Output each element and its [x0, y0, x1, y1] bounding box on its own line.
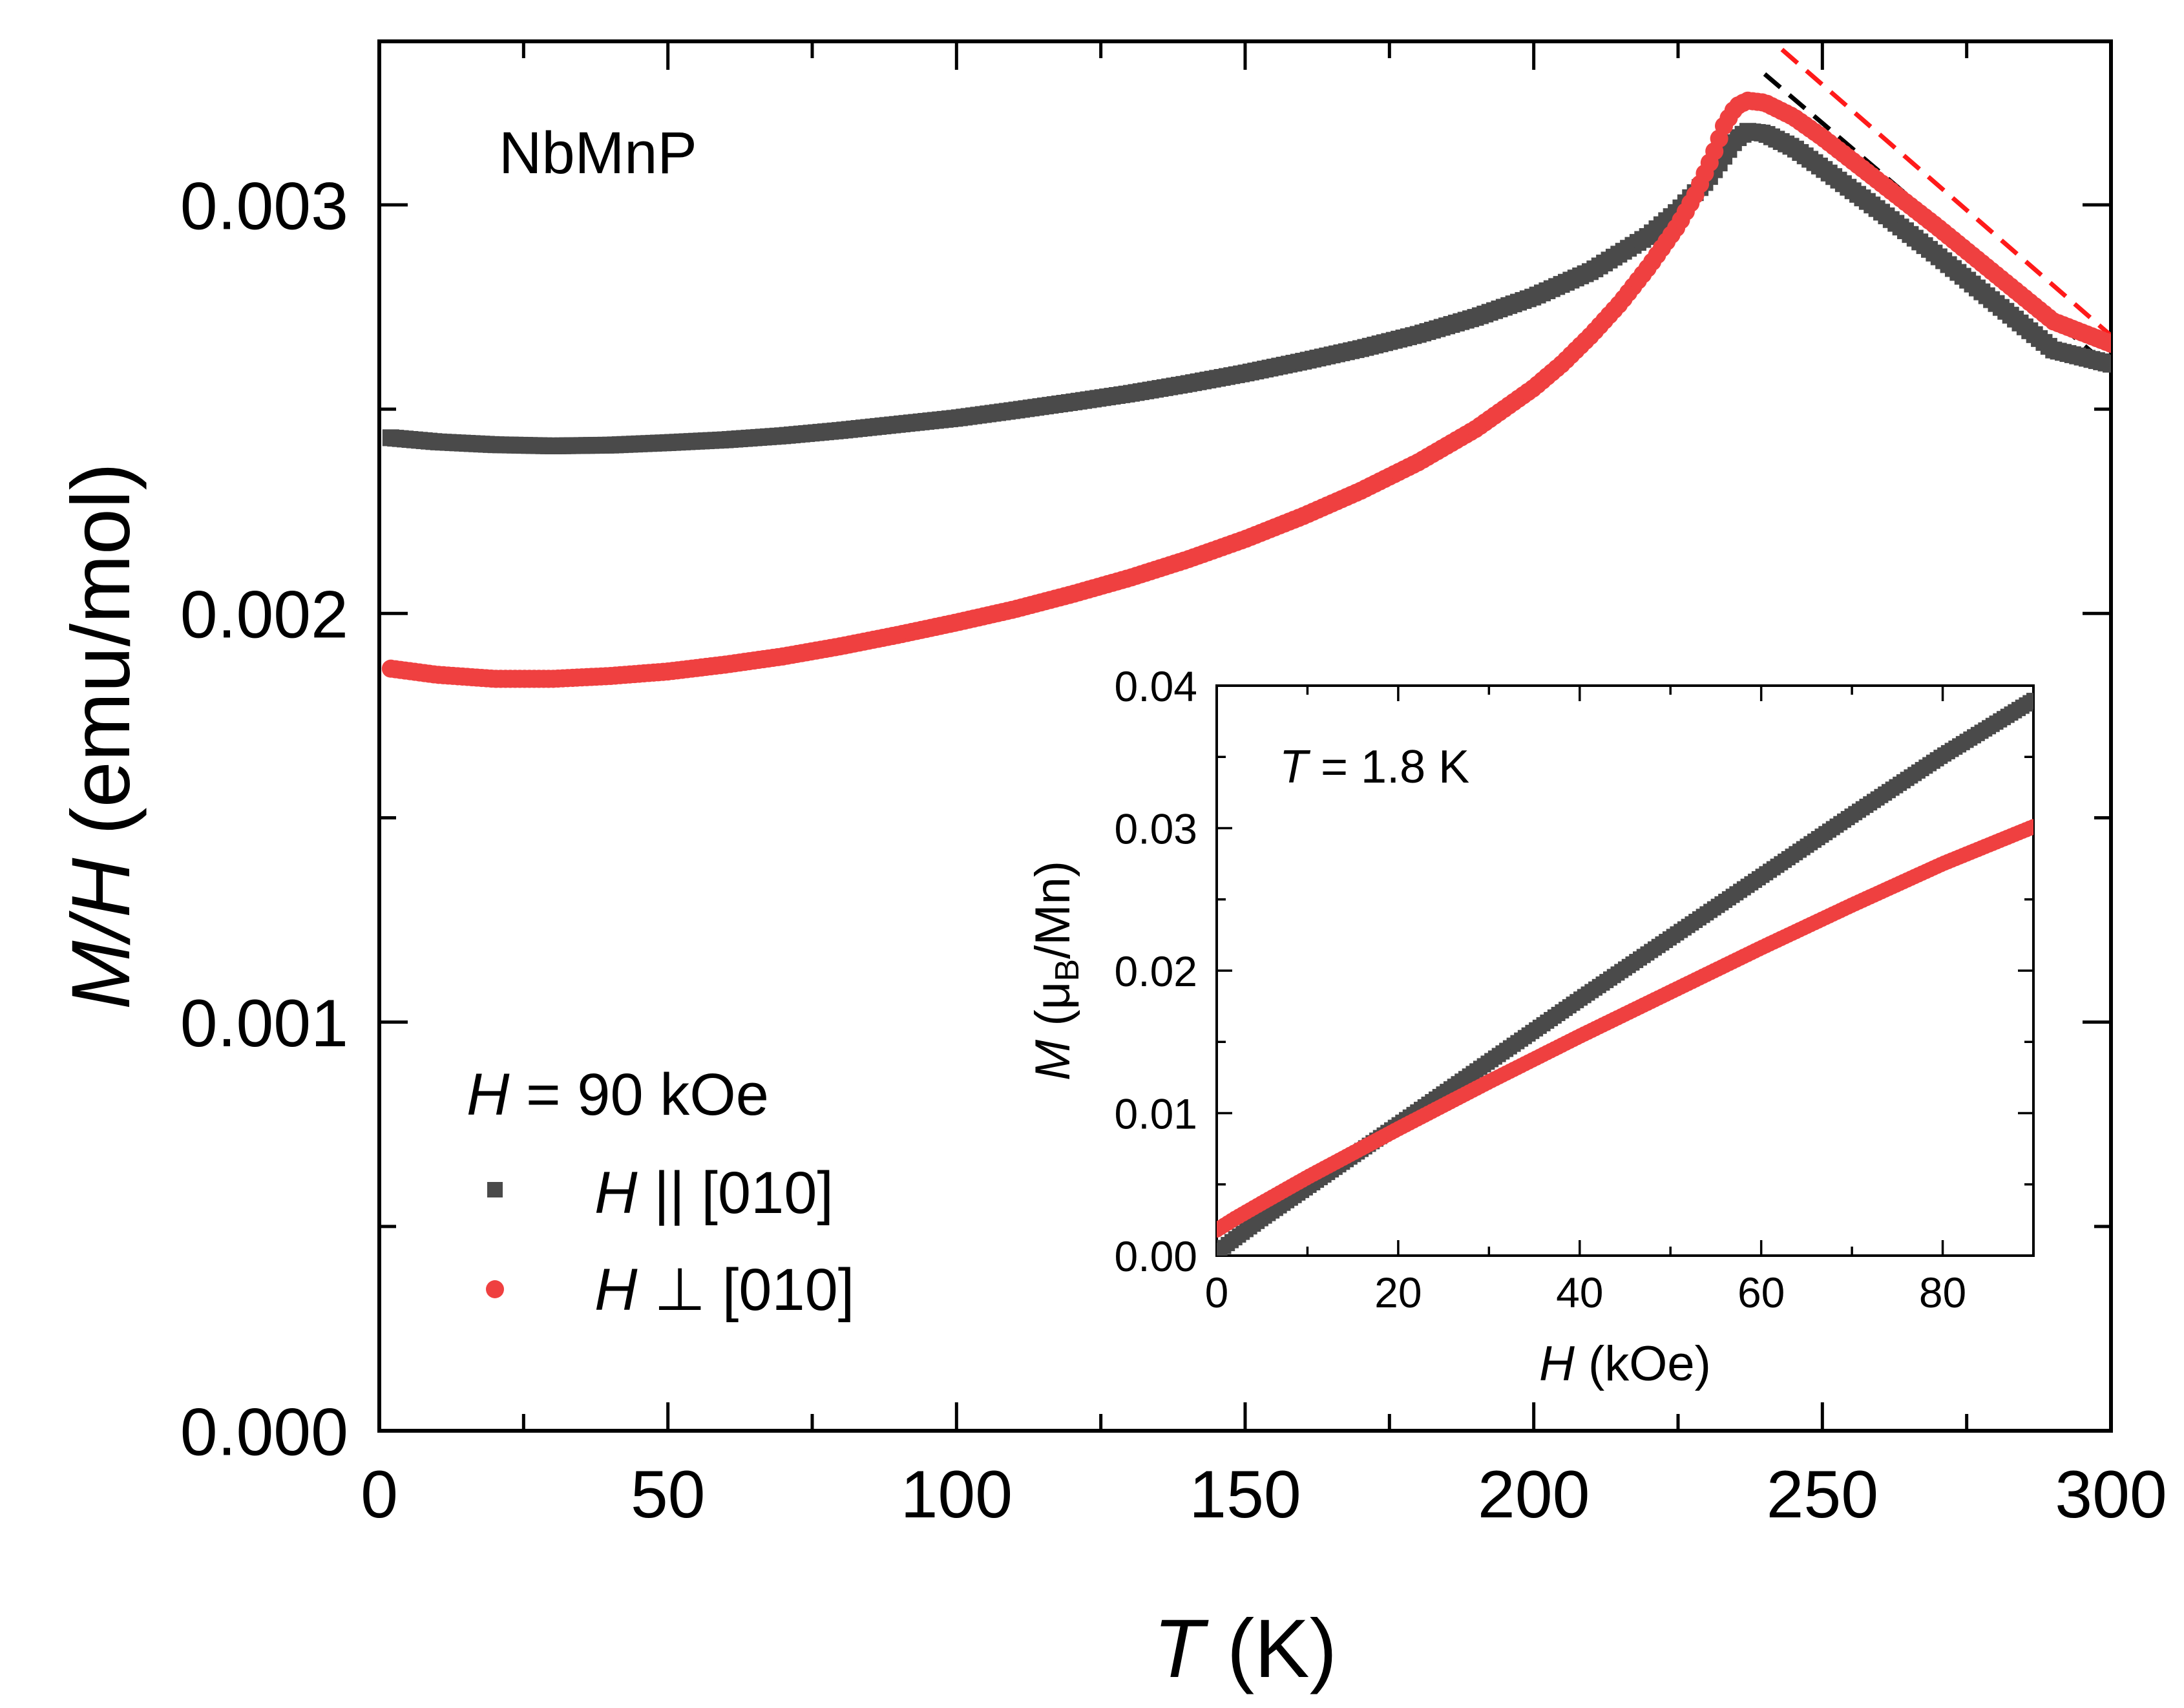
x-tick-label: 200 [1478, 1457, 1590, 1532]
fit-line-perp [1780, 48, 2111, 337]
series-perp [381, 91, 2111, 688]
x-tick-label: 300 [2055, 1457, 2167, 1532]
data-point-perp [2026, 819, 2033, 835]
inset-plot: 0 20 40 60 800.000.010.020.030.04 T = 1.8 K … [1025, 662, 2035, 1391]
main-y-axis-title: M/H (emu/mol) [55, 463, 147, 1009]
inset-series [1217, 693, 2033, 1256]
x-tick-label: 150 [1189, 1457, 1301, 1532]
legend-marker-perp [486, 1280, 504, 1298]
x-tick-label: 20 [1374, 1269, 1422, 1316]
main-series [381, 91, 2111, 688]
x-tick-label: 60 [1738, 1269, 1785, 1316]
legend-label-parallel: H || [010] [594, 1160, 834, 1226]
inset-ticks: 0 20 40 60 80 0.00 0.01 0.02 0.03 0.04 [1115, 662, 2033, 1316]
x-tick-label: 250 [1767, 1457, 1879, 1532]
x-tick-label: 50 [631, 1457, 706, 1532]
main-x-axis-title: T (K) [1153, 1603, 1337, 1695]
y-tick-label: 0.000 [180, 1395, 348, 1470]
y-tick-label: 0.001 [180, 986, 348, 1061]
legend-marker-parallel [487, 1182, 503, 1197]
series-parallel [382, 123, 2111, 455]
y-tick-label: 0.04 [1115, 662, 1197, 710]
legend-label-perp: H ⊥ [010] [594, 1257, 854, 1323]
data-point-perp [2101, 334, 2111, 353]
y-tick-label: 0.02 [1115, 947, 1197, 995]
inset-x-axis-title: H (kOe) [1539, 1336, 1711, 1391]
x-tick-label: 0 [1205, 1269, 1229, 1316]
inset-y-axis-title: M (μB/Mn) [1025, 861, 1086, 1081]
x-tick-label: 100 [901, 1457, 1013, 1532]
inset-temperature-label: T = 1.8 K [1279, 741, 1469, 793]
legend: H = 90 kOe H || [010] H ⊥ [010] [467, 1062, 854, 1323]
y-tick-label: 0.003 [180, 169, 348, 244]
x-tick-label: 40 [1556, 1269, 1603, 1316]
series-perp [1217, 819, 2033, 1238]
y-tick-label: 0.00 [1115, 1232, 1197, 1280]
y-tick-label: 0.01 [1115, 1090, 1197, 1137]
y-tick-label: 0.03 [1115, 805, 1197, 852]
x-tick-label: 0 [361, 1457, 398, 1532]
x-tick-label: 80 [1919, 1269, 1966, 1316]
legend-title: H = 90 kOe [467, 1062, 769, 1128]
data-point-parallel [2103, 355, 2111, 373]
data-point-parallel [2026, 693, 2033, 708]
y-tick-label: 0.002 [180, 578, 348, 653]
sample-name-label: NbMnP [499, 120, 697, 186]
